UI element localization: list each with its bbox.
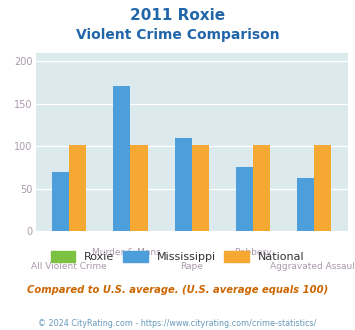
Bar [297, 178, 314, 231]
Legend: Roxie, Mississippi, National: Roxie, Mississippi, National [46, 247, 309, 267]
Text: All Violent Crime: All Violent Crime [31, 262, 107, 271]
Bar [175, 138, 192, 231]
Bar [113, 86, 130, 231]
Text: Aggravated Assault: Aggravated Assault [270, 262, 355, 271]
Text: 2011 Roxie: 2011 Roxie [130, 8, 225, 23]
Bar [236, 167, 253, 231]
Text: Robbery: Robbery [234, 248, 272, 257]
Text: Rape: Rape [180, 262, 203, 271]
Text: © 2024 CityRating.com - https://www.cityrating.com/crime-statistics/: © 2024 CityRating.com - https://www.city… [38, 319, 317, 328]
Text: Murder & Mans...: Murder & Mans... [92, 248, 169, 257]
Bar [69, 145, 86, 231]
Text: Violent Crime Comparison: Violent Crime Comparison [76, 28, 279, 42]
Text: Compared to U.S. average. (U.S. average equals 100): Compared to U.S. average. (U.S. average … [27, 285, 328, 295]
Bar [130, 145, 148, 231]
Bar [253, 145, 270, 231]
Bar [52, 172, 69, 231]
Bar [192, 145, 209, 231]
Bar [314, 145, 331, 231]
